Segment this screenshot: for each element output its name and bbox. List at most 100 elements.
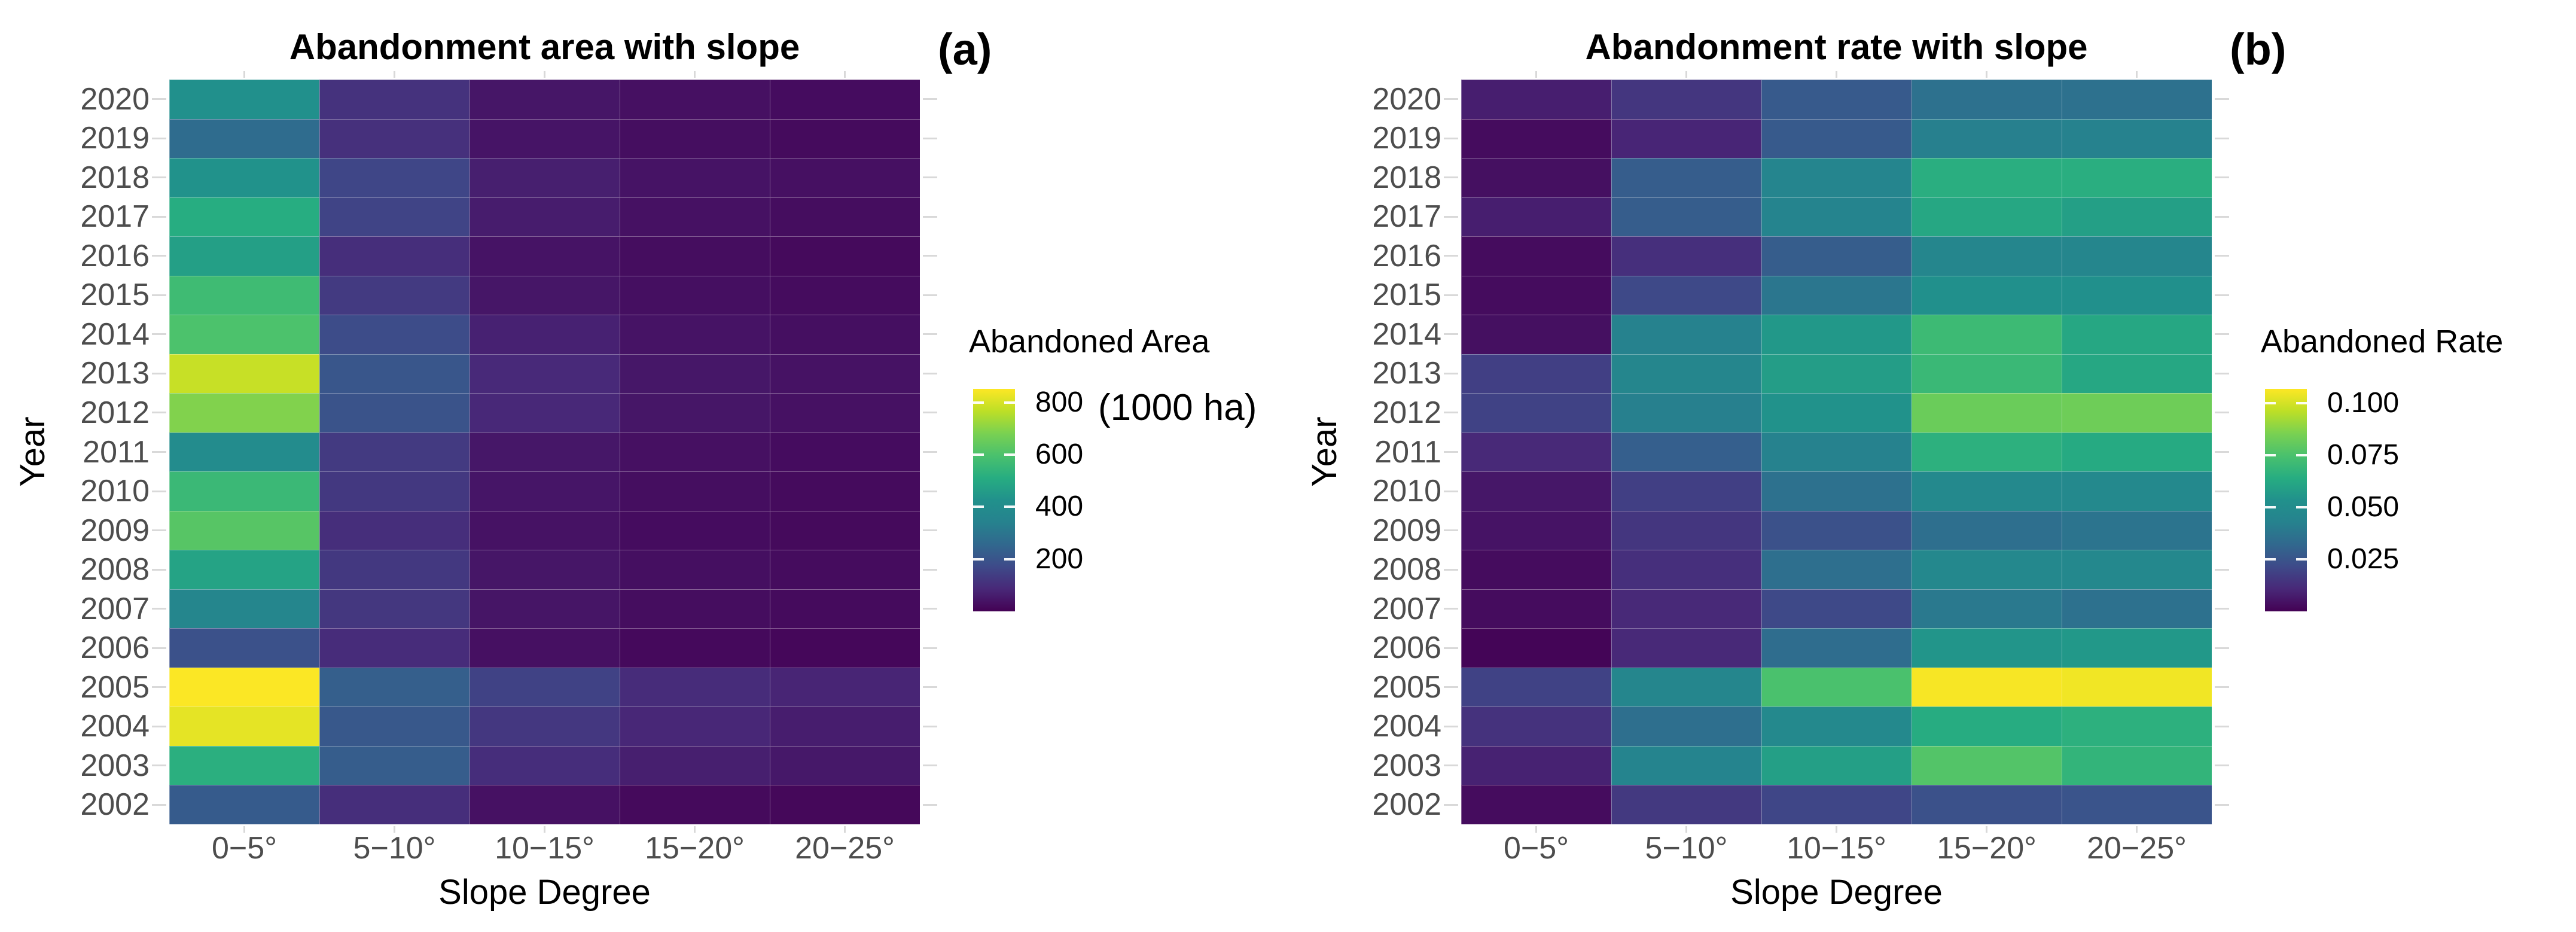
heatmap-cell [620,118,770,159]
x-axis-title: Slope Degree [1730,873,1943,912]
heatmap-cell [1761,745,1912,785]
heatmap-cell [620,785,770,824]
panel-a-marker: (a) [938,25,992,74]
y-tick-mark [1444,372,1458,374]
heatmap-cell [470,158,620,197]
heatmap-cell [620,510,770,550]
heatmap-cell [620,589,770,629]
heatmap-cell [770,589,920,629]
legend-tick-mark [2265,454,2276,457]
heatmap-cell [1611,315,1761,354]
heatmap-cell [770,158,920,197]
heatmap-cell [770,118,920,159]
heatmap-cell [319,471,470,511]
y-tick-label: 2005 [80,669,150,705]
heatmap-cell [319,236,470,276]
y-tick-label: 2008 [1372,552,1441,587]
y-tick-mark [152,529,166,532]
y-tick-mark [1444,568,1458,571]
heatmap-cell [319,118,470,159]
heatmap-cell [1611,158,1761,197]
heatmap-cell [1611,236,1761,276]
heatmap-cell [319,589,470,629]
heatmap-cell [1912,393,2062,433]
heatmap-cell [319,628,470,668]
y-tick-mark [923,686,937,689]
legend-tick-mark [2265,402,2276,405]
heatmap-cell [2062,706,2212,746]
heatmap-cell [2062,275,2212,315]
heatmap-cell [2062,550,2212,589]
y-tick-mark [152,647,166,649]
heatmap-cell [1761,275,1912,315]
heatmap-cell [470,471,620,511]
legend-tick-mark [973,453,984,456]
heatmap-cell [620,275,770,315]
heatmap-cell [169,393,319,433]
legend-tick-label: 400 [1035,491,1084,523]
y-tick-mark [2215,568,2229,571]
heatmap-cell [1912,236,2062,276]
y-tick-mark [923,412,937,414]
heatmap-cell [1761,589,1912,629]
y-tick-mark [1444,686,1458,689]
heatmap-cell [470,510,620,550]
heatmap-cell [620,432,770,472]
y-tick-label: 2020 [80,81,150,117]
y-tick-label: 2007 [1372,591,1441,626]
heatmap-cell [470,236,620,276]
heatmap-cell [1461,471,1611,511]
x-tick-mark [694,826,696,833]
panel-b: Abandonment rate with slope (b) Year Slo… [1292,0,2576,932]
heatmap-cell [1611,354,1761,394]
x-tick-mark [1535,71,1537,78]
y-tick-label: 2002 [80,787,150,823]
heatmap-cell [770,550,920,589]
heatmap-cell [470,354,620,394]
y-tick-mark [2215,176,2229,179]
y-tick-mark [923,255,937,257]
x-tick-label: 10−15° [495,831,595,866]
heatmap-cell [1761,628,1912,668]
heatmap-cell [470,550,620,589]
heatmap-cell [1611,197,1761,237]
legend-tick-label: 0.100 [2327,387,2400,419]
y-tick-label: 2014 [80,316,150,352]
heatmap-cell [1761,785,1912,824]
heatmap-cell [1461,118,1611,159]
heatmap-cell [319,197,470,237]
heatmap-cell [1912,118,2062,159]
heatmap-cell [169,432,319,472]
heatmap-cell [169,589,319,629]
y-tick-mark [1444,98,1458,100]
y-tick-label: 2012 [1372,395,1441,430]
heatmap-cell [470,785,620,824]
legend-title: Abandoned Area [969,324,1210,360]
heatmap-cell [620,667,770,707]
heatmap-cell [770,706,920,746]
heatmap-cell [2062,197,2212,237]
heatmap-cell [1761,197,1912,237]
y-tick-mark [923,137,937,139]
y-tick-mark [1444,608,1458,610]
panel-a: Abandonment area with slope (a) Year Slo… [13,25,1257,912]
heatmap-cell [770,628,920,668]
x-tick-label: 10−15° [1787,831,1886,866]
y-tick-mark [1444,529,1458,532]
heatmap-cell [1611,628,1761,668]
y-tick-mark [923,765,937,767]
y-tick-mark [923,176,937,179]
heatmap-cell [1461,667,1611,707]
heatmap-cell [1461,745,1611,785]
heatmap-cell [169,315,319,354]
heatmap-cell [169,80,319,119]
x-tick-label: 15−20° [645,831,745,866]
y-tick-label: 2015 [1372,278,1441,313]
y-tick-mark [152,176,166,179]
y-tick-label: 2002 [1372,787,1441,823]
y-tick-mark [152,215,166,218]
x-tick-label: 0−5° [211,831,277,866]
y-tick-label: 2018 [80,160,150,195]
legend-tick-mark [1004,505,1015,508]
heatmap-cell [770,275,920,315]
